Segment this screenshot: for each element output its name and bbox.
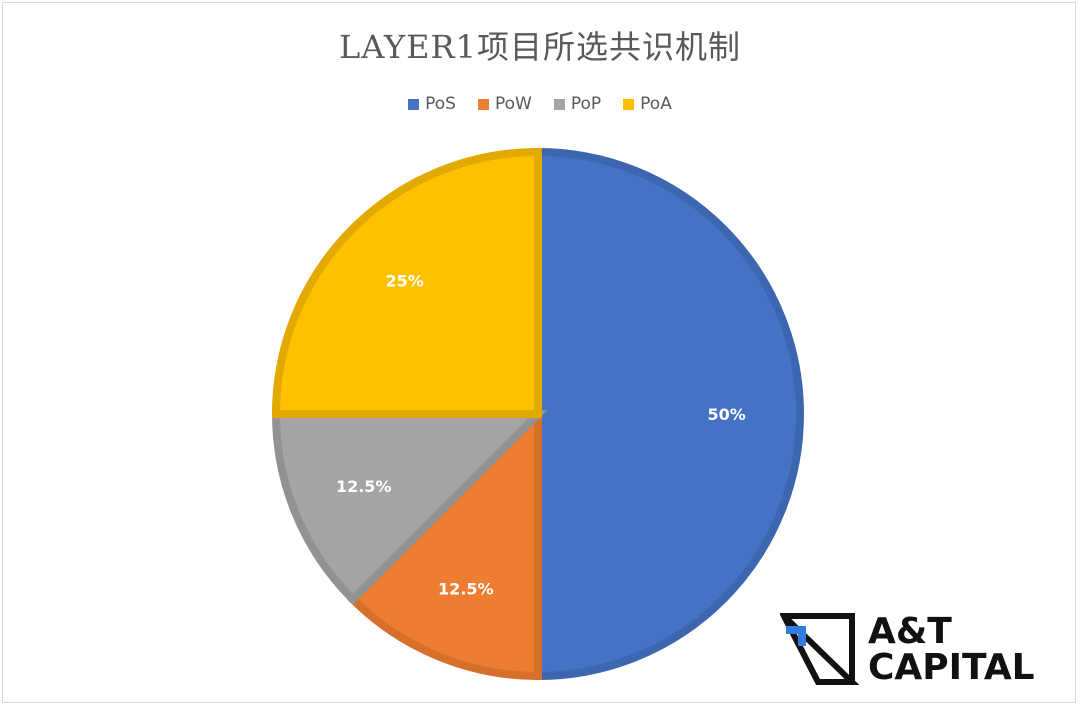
logo-line-2: CAPITAL: [868, 647, 1035, 688]
legend-swatch-pop: [553, 98, 565, 110]
legend-label-pow: PoW: [494, 94, 532, 114]
logo-line-1: A&T: [868, 611, 952, 652]
pie-label-pow: 12.5%: [438, 579, 494, 598]
legend-swatch-pow: [477, 98, 489, 110]
at-capital-logo: A&T CAPITAL: [780, 612, 1070, 692]
legend-label-pop: PoP: [570, 94, 602, 114]
chart-title: LAYER1项目所选共识机制: [338, 28, 741, 66]
pie-slice-pop: [271, 410, 548, 605]
pie-slice-poa: [271, 147, 542, 418]
pie-slices: [271, 147, 804, 681]
legend-item-pop: PoP: [553, 94, 602, 114]
pie-label-pop: 12.5%: [336, 477, 392, 496]
pie-slice-pos: [534, 147, 804, 681]
at-capital-logo-text: A&T CAPITAL: [868, 614, 1035, 686]
pie-label-pos: 50%: [707, 405, 745, 424]
chart-legend: PoS PoW PoP PoA: [0, 94, 1080, 114]
legend-item-pow: PoW: [477, 94, 532, 114]
legend-label-poa: PoA: [640, 94, 672, 114]
pie-slice-pow: [347, 404, 542, 681]
pie-label-poa: 25%: [385, 272, 423, 291]
legend-item-poa: PoA: [623, 94, 672, 114]
legend-swatch-poa: [623, 98, 635, 110]
legend-swatch-pos: [408, 98, 420, 110]
legend-label-pos: PoS: [425, 94, 456, 114]
at-capital-logo-icon: [780, 613, 860, 685]
pie-data-labels: 50% 12.5% 12.5% 25%: [336, 272, 746, 599]
legend-item-pos: PoS: [408, 94, 456, 114]
